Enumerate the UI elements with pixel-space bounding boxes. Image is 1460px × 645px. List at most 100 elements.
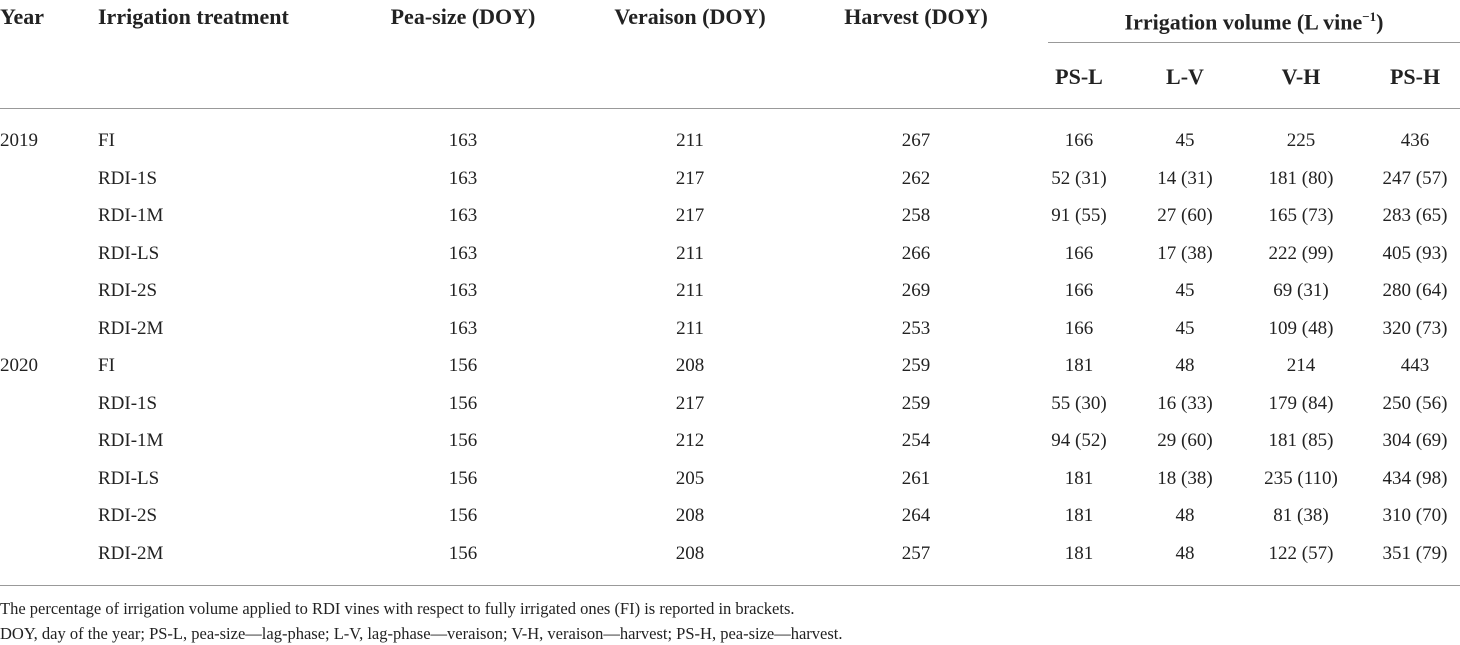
column-header: Year — [0, 4, 44, 29]
value-cell: 434 (98) — [1382, 467, 1448, 489]
value-cell: 163 — [448, 280, 478, 301]
value-cell: 163 — [448, 317, 478, 339]
value-cell: 18 (38) — [1157, 467, 1213, 489]
value-cell: 48 — [1175, 355, 1195, 376]
treatment-cell: RDI-LS — [98, 467, 160, 489]
value-cell: 163 — [448, 205, 478, 226]
bottom-rule — [0, 585, 1460, 586]
treatment-cell: RDI-2S — [98, 280, 158, 301]
value-cell: 250 (56) — [1382, 392, 1448, 414]
group-rule — [1048, 42, 1460, 43]
value-cell: 351 (79) — [1382, 542, 1448, 564]
value-cell: 212 — [675, 430, 705, 451]
value-cell: 14 (31) — [1157, 167, 1213, 189]
value-cell: 156 — [448, 505, 478, 526]
value-cell: 156 — [448, 392, 478, 414]
value-cell: 443 — [1400, 355, 1430, 376]
value-cell: 48 — [1175, 505, 1195, 526]
value-cell: 208 — [675, 542, 705, 564]
value-cell: 45 — [1175, 317, 1195, 339]
value-cell: 122 (57) — [1268, 542, 1334, 564]
value-cell: 269 — [901, 280, 931, 301]
value-cell: 27 (60) — [1157, 205, 1213, 226]
value-cell: 52 (31) — [1051, 167, 1107, 189]
value-cell: 181 — [1064, 467, 1094, 489]
value-cell: 94 (52) — [1051, 430, 1107, 451]
value-cell: 254 — [901, 430, 931, 451]
volume-header-close: ) — [1376, 9, 1384, 35]
value-cell: 181 (80) — [1268, 167, 1334, 189]
value-cell: 217 — [675, 167, 705, 189]
value-cell: 261 — [901, 467, 931, 489]
value-cell: 262 — [901, 167, 931, 189]
footnote: DOY, day of the year; PS-L, pea-size—lag… — [0, 624, 843, 643]
treatment-cell: FI — [98, 355, 115, 376]
treatment-cell: RDI-2S — [98, 505, 158, 526]
value-cell: 211 — [676, 242, 704, 264]
value-cell: 165 (73) — [1268, 205, 1334, 226]
value-cell: 258 — [901, 205, 931, 226]
value-cell: 222 (99) — [1268, 242, 1334, 264]
value-cell: 109 (48) — [1268, 317, 1334, 339]
value-cell: 166 — [1064, 242, 1094, 264]
column-header: Veraison (DOY) — [614, 4, 766, 29]
value-cell: 81 (38) — [1273, 505, 1329, 526]
treatment-cell: RDI-1M — [98, 430, 164, 451]
value-cell: 211 — [676, 280, 704, 301]
value-cell: 156 — [448, 542, 478, 564]
value-cell: 259 — [901, 355, 931, 376]
value-cell: 436 — [1400, 130, 1430, 151]
value-cell: 217 — [675, 392, 705, 414]
value-cell: 29 (60) — [1157, 430, 1213, 451]
treatment-cell: FI — [98, 130, 115, 151]
value-cell: 247 (57) — [1382, 167, 1448, 189]
value-cell: 163 — [448, 167, 478, 189]
value-cell: 205 — [675, 467, 705, 489]
column-header: Harvest (DOY) — [844, 4, 988, 29]
value-cell: 264 — [901, 505, 931, 526]
header-rule — [0, 108, 1460, 109]
value-cell: 166 — [1064, 130, 1094, 151]
column-header: Pea-size (DOY) — [390, 4, 536, 29]
value-cell: 217 — [675, 205, 705, 226]
subcolumn-header: V-H — [1281, 64, 1321, 89]
treatment-cell: RDI-1M — [98, 205, 164, 226]
value-cell: 259 — [901, 392, 931, 414]
volume-header-text: Irrigation volume (L vine — [1124, 9, 1363, 35]
value-cell: 156 — [448, 355, 478, 376]
value-cell: 280 (64) — [1382, 280, 1448, 301]
treatment-cell: RDI-2M — [98, 542, 164, 564]
value-cell: 181 — [1064, 505, 1094, 526]
value-cell: 214 — [1286, 355, 1316, 376]
value-cell: 156 — [448, 467, 478, 489]
treatment-cell: RDI-1S — [98, 167, 158, 189]
year-cell: 2019 — [0, 130, 38, 151]
value-cell: 166 — [1064, 317, 1094, 339]
value-cell: 163 — [448, 242, 478, 264]
value-cell: 225 — [1286, 130, 1316, 151]
value-cell: 181 — [1064, 355, 1094, 376]
value-cell: 45 — [1175, 280, 1195, 301]
value-cell: 55 (30) — [1051, 392, 1107, 414]
value-cell: 208 — [675, 355, 705, 376]
value-cell: 91 (55) — [1051, 205, 1107, 226]
value-cell: 163 — [448, 130, 478, 151]
value-cell: 208 — [675, 505, 705, 526]
subcolumn-header: PS-L — [1055, 64, 1103, 89]
column-header: Irrigation treatment — [98, 4, 289, 29]
value-cell: 179 (84) — [1268, 392, 1334, 414]
value-cell: 16 (33) — [1157, 392, 1213, 414]
value-cell: 235 (110) — [1264, 467, 1338, 489]
year-cell: 2020 — [0, 355, 38, 376]
value-cell: 48 — [1175, 542, 1195, 564]
value-cell: 304 (69) — [1382, 430, 1448, 451]
value-cell: 405 (93) — [1382, 242, 1448, 264]
value-cell: 211 — [676, 130, 704, 151]
treatment-cell: RDI-2M — [98, 317, 164, 339]
value-cell: 267 — [901, 130, 931, 151]
treatment-cell: RDI-1S — [98, 392, 158, 414]
value-cell: 310 (70) — [1382, 505, 1448, 526]
footnote: The percentage of irrigation volume appl… — [0, 599, 795, 618]
value-cell: 69 (31) — [1273, 280, 1329, 301]
